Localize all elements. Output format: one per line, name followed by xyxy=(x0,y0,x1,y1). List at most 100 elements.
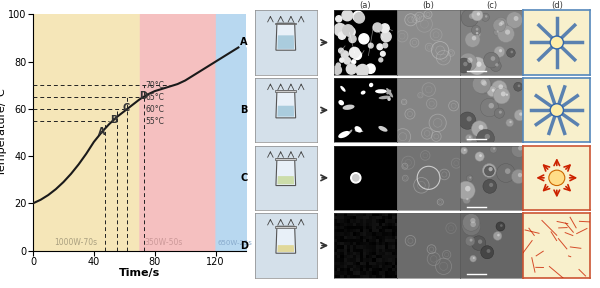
Circle shape xyxy=(499,111,502,114)
Circle shape xyxy=(490,146,497,153)
Ellipse shape xyxy=(347,130,352,135)
Circle shape xyxy=(487,86,497,96)
Circle shape xyxy=(465,186,470,192)
Circle shape xyxy=(381,31,391,42)
Circle shape xyxy=(380,24,389,33)
Circle shape xyxy=(496,222,505,231)
Text: 1000W-70s: 1000W-70s xyxy=(54,238,97,247)
Circle shape xyxy=(478,240,482,244)
Circle shape xyxy=(461,9,479,27)
Circle shape xyxy=(359,34,369,44)
Circle shape xyxy=(518,84,520,87)
Bar xyxy=(275,90,296,92)
Circle shape xyxy=(468,57,486,75)
Circle shape xyxy=(466,198,469,200)
Circle shape xyxy=(353,11,363,22)
Circle shape xyxy=(505,168,511,174)
Circle shape xyxy=(343,25,353,36)
Polygon shape xyxy=(277,35,294,49)
Circle shape xyxy=(481,98,499,117)
Circle shape xyxy=(469,14,474,19)
Circle shape xyxy=(493,232,502,240)
Circle shape xyxy=(494,17,508,31)
Circle shape xyxy=(476,32,478,35)
Ellipse shape xyxy=(338,100,344,105)
Circle shape xyxy=(488,103,494,109)
Circle shape xyxy=(338,32,346,39)
Circle shape xyxy=(495,63,499,67)
Circle shape xyxy=(514,82,523,91)
Text: B: B xyxy=(241,105,248,115)
Circle shape xyxy=(479,125,484,130)
Circle shape xyxy=(511,142,526,158)
Circle shape xyxy=(481,79,486,85)
Text: 60°C: 60°C xyxy=(146,105,164,114)
Text: C: C xyxy=(241,173,248,183)
Bar xyxy=(139,14,215,251)
Circle shape xyxy=(462,217,481,236)
Polygon shape xyxy=(276,91,296,118)
Circle shape xyxy=(368,43,373,48)
Circle shape xyxy=(482,164,496,177)
Ellipse shape xyxy=(340,86,346,92)
Circle shape xyxy=(469,136,471,139)
Circle shape xyxy=(518,146,523,151)
Circle shape xyxy=(494,29,500,35)
Circle shape xyxy=(489,183,493,187)
Circle shape xyxy=(344,58,350,64)
Circle shape xyxy=(334,24,346,36)
Title: (a): (a) xyxy=(359,1,371,10)
Text: 65°C: 65°C xyxy=(146,93,164,102)
Circle shape xyxy=(472,121,487,137)
Circle shape xyxy=(487,249,490,253)
Ellipse shape xyxy=(355,126,362,132)
Bar xyxy=(275,158,296,160)
Ellipse shape xyxy=(379,96,391,99)
Title: (d): (d) xyxy=(551,1,563,10)
X-axis label: Time/s: Time/s xyxy=(119,268,160,278)
Circle shape xyxy=(494,108,505,118)
Circle shape xyxy=(352,60,356,64)
Circle shape xyxy=(497,25,514,43)
Circle shape xyxy=(549,170,565,185)
Circle shape xyxy=(506,119,514,127)
Circle shape xyxy=(349,48,359,58)
Circle shape xyxy=(497,234,500,236)
Circle shape xyxy=(472,30,481,38)
Circle shape xyxy=(463,214,480,231)
Ellipse shape xyxy=(343,105,355,110)
Circle shape xyxy=(506,48,515,57)
Circle shape xyxy=(500,21,504,25)
Text: A: A xyxy=(98,127,106,137)
Circle shape xyxy=(497,31,499,33)
Circle shape xyxy=(476,62,482,67)
Circle shape xyxy=(342,10,353,21)
Text: 55°C: 55°C xyxy=(146,117,164,126)
Circle shape xyxy=(377,44,383,50)
Circle shape xyxy=(499,22,502,26)
Polygon shape xyxy=(276,23,296,50)
Circle shape xyxy=(379,58,383,62)
Polygon shape xyxy=(277,245,294,252)
Polygon shape xyxy=(276,226,296,253)
Circle shape xyxy=(353,51,361,60)
Circle shape xyxy=(482,81,487,86)
Circle shape xyxy=(465,236,475,246)
Circle shape xyxy=(474,77,491,94)
Circle shape xyxy=(491,89,495,92)
Circle shape xyxy=(470,218,476,223)
Circle shape xyxy=(459,112,476,129)
Circle shape xyxy=(346,27,355,37)
Circle shape xyxy=(481,246,494,259)
Circle shape xyxy=(457,58,471,73)
Circle shape xyxy=(502,92,510,99)
Circle shape xyxy=(489,168,492,171)
Circle shape xyxy=(349,35,356,43)
Text: 650W-25s: 650W-25s xyxy=(217,240,252,246)
Circle shape xyxy=(518,173,522,177)
Circle shape xyxy=(479,154,482,157)
Title: (b): (b) xyxy=(422,1,434,10)
Circle shape xyxy=(511,51,513,53)
Ellipse shape xyxy=(361,91,365,94)
Circle shape xyxy=(463,62,467,66)
